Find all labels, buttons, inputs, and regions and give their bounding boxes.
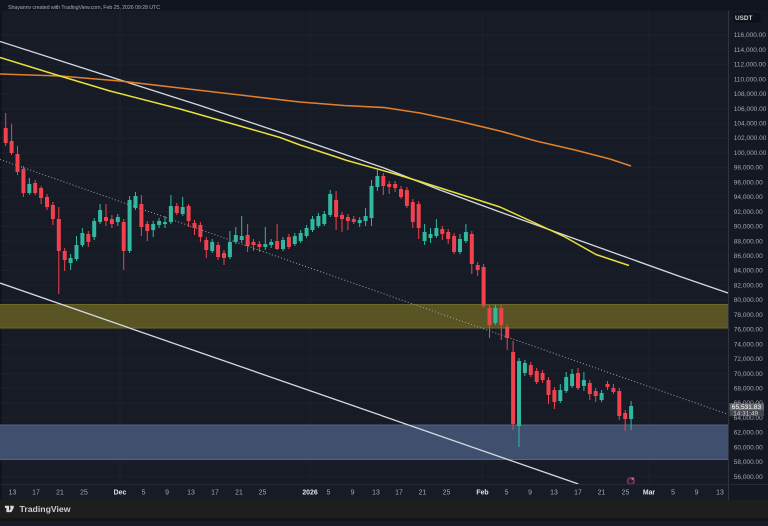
svg-text:Feb: Feb [476, 489, 488, 496]
svg-text:68,000.00: 68,000.00 [734, 386, 763, 393]
svg-text:98,000.00: 98,000.00 [734, 165, 763, 172]
svg-text:56,000.00: 56,000.00 [734, 474, 763, 481]
svg-text:17: 17 [211, 489, 219, 496]
svg-text:104,000.00: 104,000.00 [734, 121, 767, 128]
svg-text:116,000.00: 116,000.00 [734, 32, 766, 39]
svg-text:64,000.00: 64,000.00 [734, 415, 763, 422]
svg-text:108,000.00: 108,000.00 [734, 91, 767, 98]
svg-text:9: 9 [351, 489, 355, 496]
svg-text:Dec: Dec [114, 489, 127, 496]
svg-text:102,000.00: 102,000.00 [734, 135, 767, 142]
svg-text:13: 13 [9, 489, 17, 496]
svg-text:TradingView: TradingView [20, 504, 71, 514]
svg-text:9: 9 [528, 489, 532, 496]
svg-text:100,000.00: 100,000.00 [734, 150, 767, 157]
svg-text:5: 5 [671, 489, 675, 496]
svg-text:70,000.00: 70,000.00 [734, 371, 763, 378]
svg-text:72,000.00: 72,000.00 [734, 356, 763, 363]
svg-text:25: 25 [622, 489, 630, 496]
svg-text:17: 17 [32, 489, 40, 496]
svg-text:60,000.00: 60,000.00 [734, 444, 763, 451]
svg-text:106,000.00: 106,000.00 [734, 106, 767, 113]
svg-text:25: 25 [259, 489, 267, 496]
svg-text:65,531.83: 65,531.83 [732, 404, 762, 411]
svg-text:5: 5 [505, 489, 509, 496]
svg-text:114,000.00: 114,000.00 [734, 47, 766, 54]
svg-text:5: 5 [327, 489, 331, 496]
svg-text:5: 5 [142, 489, 146, 496]
svg-text:74,000.00: 74,000.00 [734, 341, 763, 348]
svg-text:17: 17 [574, 489, 582, 496]
svg-text:58,000.00: 58,000.00 [734, 459, 763, 466]
svg-text:13: 13 [550, 489, 558, 496]
svg-text:62,000.00: 62,000.00 [734, 430, 763, 437]
svg-text:13: 13 [372, 489, 380, 496]
svg-text:14:31:49: 14:31:49 [733, 410, 758, 417]
svg-text:USDT: USDT [735, 15, 752, 22]
svg-text:13: 13 [187, 489, 195, 496]
svg-text:76,000.00: 76,000.00 [734, 327, 763, 334]
svg-text:80,000.00: 80,000.00 [734, 297, 763, 304]
svg-text:25: 25 [443, 489, 451, 496]
svg-text:9: 9 [165, 489, 169, 496]
svg-text:94,000.00: 94,000.00 [734, 194, 763, 201]
svg-text:9: 9 [695, 489, 699, 496]
svg-text:82,000.00: 82,000.00 [734, 282, 763, 289]
svg-text:17: 17 [395, 489, 403, 496]
svg-text:13: 13 [716, 489, 724, 496]
svg-text:2026: 2026 [302, 489, 317, 496]
svg-text:78,000.00: 78,000.00 [734, 312, 763, 319]
svg-text:25: 25 [80, 489, 88, 496]
svg-text:90,000.00: 90,000.00 [734, 224, 763, 231]
svg-text:21: 21 [419, 489, 427, 496]
svg-text:84,000.00: 84,000.00 [734, 268, 763, 275]
svg-text:92,000.00: 92,000.00 [734, 209, 763, 216]
svg-text:112,000.00: 112,000.00 [734, 62, 766, 69]
svg-text:21: 21 [56, 489, 64, 496]
svg-text:Mar: Mar [643, 489, 656, 496]
svg-text:86,000.00: 86,000.00 [734, 253, 763, 260]
svg-text:88,000.00: 88,000.00 [734, 238, 763, 245]
svg-text:21: 21 [235, 489, 243, 496]
svg-text:Shayannv created with TradingV: Shayannv created with TradingView.com, F… [8, 5, 160, 11]
svg-text:21: 21 [598, 489, 606, 496]
svg-text:110,000.00: 110,000.00 [734, 76, 766, 83]
svg-text:96,000.00: 96,000.00 [734, 179, 763, 186]
